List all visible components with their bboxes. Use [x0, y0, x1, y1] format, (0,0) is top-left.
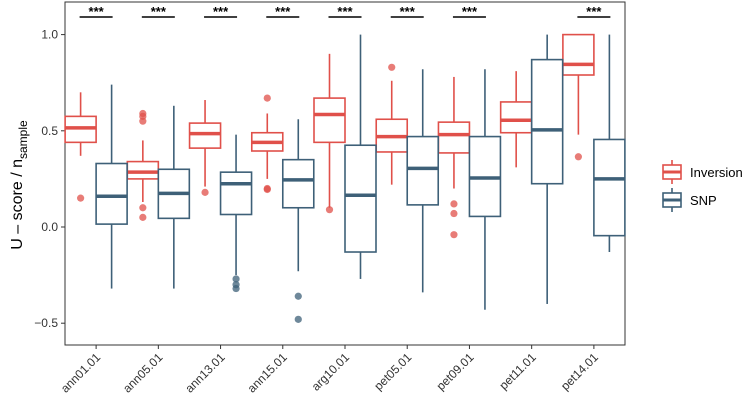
box-inversion-ann05.01 [126, 109, 160, 221]
x-tick-label: pet09.01 [434, 350, 477, 393]
box-iqr [344, 144, 377, 253]
legend: Inversion SNP [662, 160, 743, 212]
outlier-point [263, 184, 271, 193]
box-snp-ann15.01 [281, 119, 315, 323]
box-inversion-arg10.01 [313, 53, 346, 214]
box-snp-ann13.01 [219, 134, 253, 293]
box-iqr [126, 160, 160, 180]
y-tick-label: 0.0 [41, 220, 58, 234]
box-snp-arg10.01 [344, 34, 377, 279]
outlier-point [450, 200, 458, 208]
box-iqr [499, 101, 533, 134]
y-tick-label: 0.5 [41, 124, 58, 138]
x-tick-label: ann05.01 [120, 350, 166, 396]
x-tick-label: ann13.01 [182, 350, 228, 396]
y-axis-label-main: U – score / n [9, 159, 26, 250]
y-tick-label: −0.5 [34, 316, 58, 330]
box-inversion-ann13.01 [188, 100, 222, 196]
box-iqr [219, 171, 253, 216]
box-snp-pet14.01 [593, 34, 626, 253]
box-iqr [437, 121, 471, 154]
y-axis-label-subscript: sample [16, 120, 30, 159]
svg-text:U – score / nsample: U – score / nsample [9, 120, 30, 250]
box-snp-ann05.01 [157, 105, 191, 289]
outlier-point [263, 94, 271, 102]
significance-label: *** [337, 4, 353, 19]
x-tick-label: arg10.01 [309, 350, 353, 394]
significance-label: *** [400, 4, 416, 19]
legend-key-snp [662, 188, 682, 212]
significance-label: *** [275, 4, 291, 19]
x-tick-label: pet05.01 [371, 350, 414, 393]
significance-label: *** [89, 4, 105, 19]
significance-label: *** [586, 4, 602, 19]
x-tick-label: ann15.01 [245, 350, 291, 396]
y-axis-label: U – score / nsample [9, 120, 30, 250]
outlier-point [294, 292, 302, 300]
box-iqr [562, 33, 595, 76]
y-tick-label: 1.0 [41, 28, 58, 42]
outlier-point [139, 117, 147, 125]
outlier-point [574, 153, 582, 161]
box-iqr [530, 58, 564, 185]
outlier-point [450, 209, 458, 218]
outlier-point [232, 275, 240, 283]
box-iqr [406, 135, 440, 206]
box-iqr [95, 162, 128, 225]
significance-label: *** [151, 4, 167, 19]
box-inversion-ann15.01 [250, 94, 284, 194]
box-iqr [593, 138, 626, 237]
outlier-point [232, 284, 240, 293]
outlier-point [77, 194, 85, 202]
outlier-point [201, 188, 209, 196]
x-tick-label: pet14.01 [558, 350, 601, 393]
box-iqr [188, 122, 222, 149]
significance-label: *** [213, 4, 229, 19]
outlier-point [139, 213, 147, 221]
box-snp-pet11.01 [530, 34, 564, 304]
outlier-point [294, 315, 302, 323]
x-tick-label: pet11.01 [496, 350, 539, 393]
box-snp-ann01.01 [95, 84, 128, 289]
box-inversion-pet11.01 [499, 71, 533, 168]
box-inversion-ann01.01 [64, 92, 97, 202]
box-inversion-pet05.01 [375, 63, 409, 185]
box-inversion-pet09.01 [437, 76, 471, 239]
legend-label-snp: SNP [690, 193, 717, 208]
legend-key-inversion [662, 160, 682, 184]
outlier-point [450, 231, 458, 239]
box-iqr [281, 158, 315, 209]
outlier-point [139, 204, 147, 212]
box-iqr [313, 97, 346, 144]
significance-label: *** [462, 4, 478, 19]
outlier-point [388, 63, 396, 71]
box-inversion-pet14.01 [562, 33, 595, 161]
box-snp-pet09.01 [468, 69, 502, 310]
x-tick-label: ann01.01 [58, 350, 104, 396]
box-snp-pet05.01 [406, 69, 440, 293]
outlier-point [325, 206, 334, 214]
legend-label-inversion: Inversion [690, 165, 743, 180]
